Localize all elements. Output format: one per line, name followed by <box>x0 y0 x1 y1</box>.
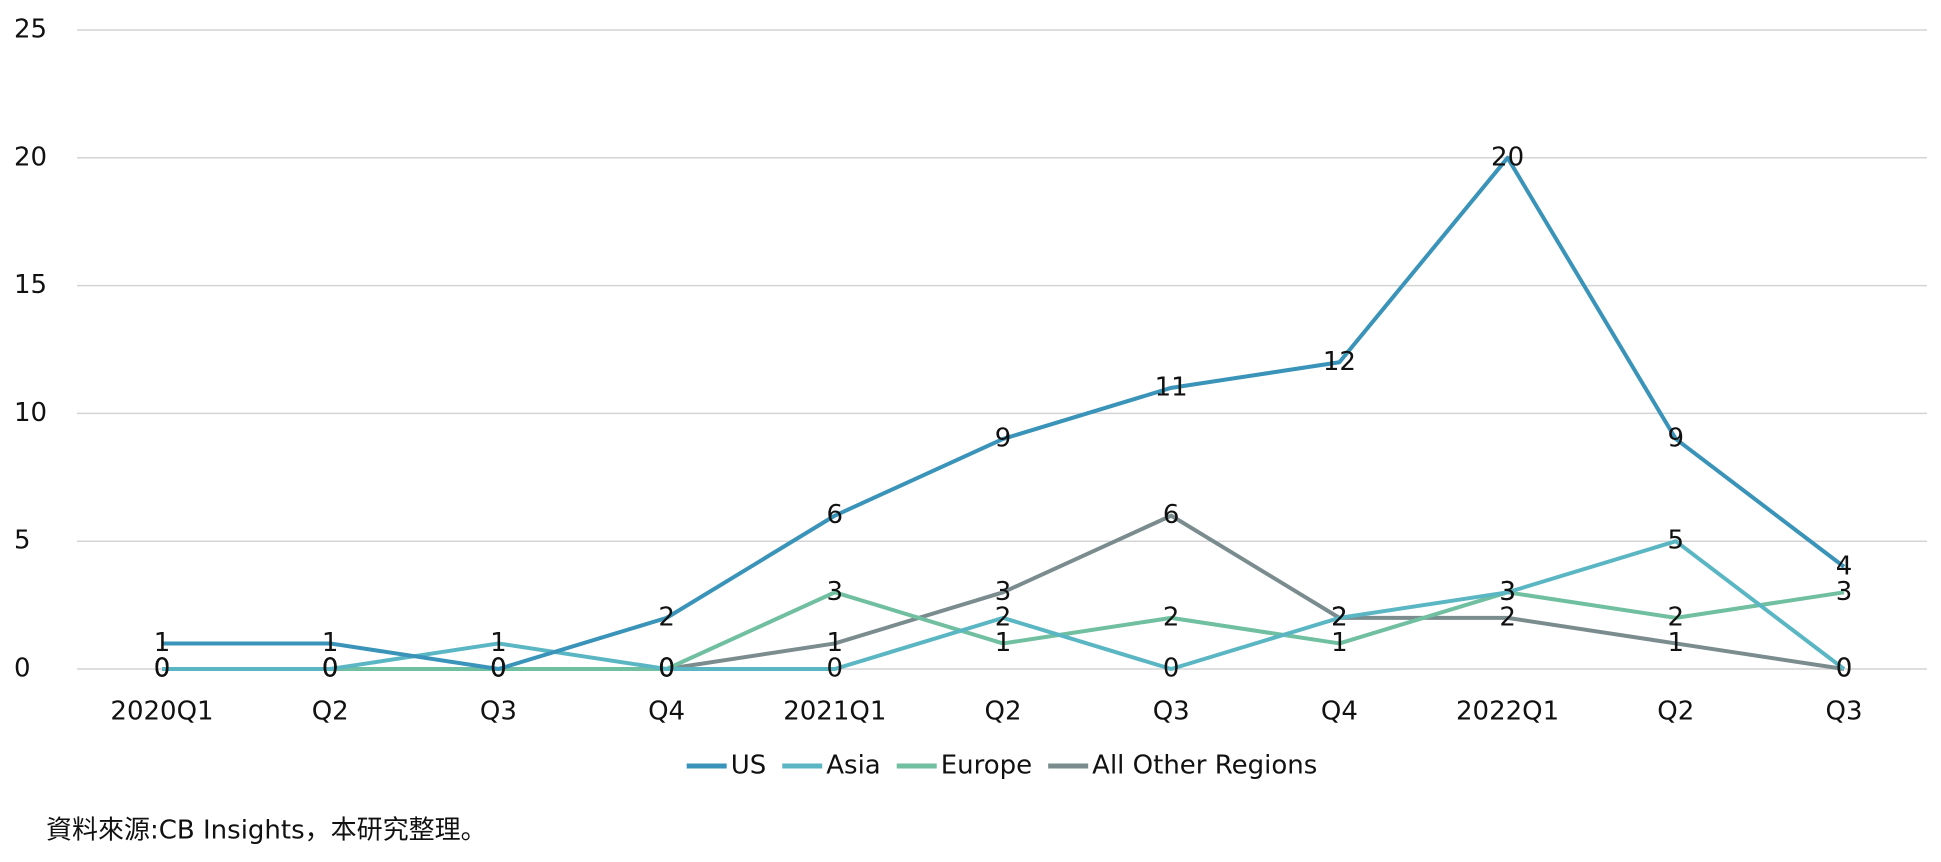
legend-label: US <box>731 751 767 781</box>
source-note: 資料來源:CB Insights，本研究整理。 <box>46 816 487 846</box>
x-tick-label: Q2 <box>984 697 1021 727</box>
data-label: 2 <box>1163 602 1180 632</box>
y-tick-label: 25 <box>14 15 47 45</box>
data-label: 0 <box>322 654 339 684</box>
data-label: 1 <box>490 628 507 658</box>
legend-label: Asia <box>826 751 881 781</box>
data-label: 1 <box>1668 628 1685 658</box>
data-label: 0 <box>827 654 844 684</box>
y-tick-label: 15 <box>14 270 47 300</box>
data-label: 0 <box>490 654 507 684</box>
data-label: 0 <box>322 654 339 684</box>
data-label: 1 <box>1331 628 1348 658</box>
data-label: 0 <box>658 654 675 684</box>
series-line <box>162 155 1846 671</box>
y-tick-label: 10 <box>14 398 47 428</box>
series-line <box>162 590 1845 671</box>
y-tick-label: 0 <box>14 654 31 684</box>
legend-label: Europe <box>941 751 1032 781</box>
data-label: 3 <box>995 577 1012 607</box>
x-tick-label: Q2 <box>312 697 349 727</box>
x-tick-label: Q2 <box>1657 697 1694 727</box>
y-tick-label: 5 <box>14 526 31 556</box>
data-label: 0 <box>658 654 675 684</box>
data-label: 3 <box>1499 577 1516 607</box>
data-label: 11 <box>1155 372 1188 402</box>
data-label: 0 <box>1163 654 1180 684</box>
data-label: 3 <box>1499 577 1516 607</box>
y-tick-label: 20 <box>14 142 47 172</box>
x-tick-label: Q4 <box>648 697 685 727</box>
data-label: 1 <box>154 628 171 658</box>
data-label: 6 <box>827 500 844 530</box>
data-label: 2 <box>1331 602 1348 632</box>
data-label: 9 <box>995 423 1012 453</box>
x-tick-label: Q3 <box>1825 697 1862 727</box>
data-label: 1 <box>827 628 844 658</box>
data-label: 0 <box>658 654 675 684</box>
data-label: 20 <box>1491 142 1524 172</box>
x-tick-label: Q4 <box>1321 697 1358 727</box>
x-tick-label: 2022Q1 <box>1456 697 1559 727</box>
x-tick-label: Q3 <box>1153 697 1190 727</box>
x-tick-label: 2020Q1 <box>110 697 213 727</box>
data-label: 1 <box>322 628 339 658</box>
data-label: 3 <box>827 577 844 607</box>
data-label: 2 <box>995 602 1012 632</box>
data-label: 0 <box>490 654 507 684</box>
x-tick-label: 2021Q1 <box>783 697 886 727</box>
data-label: 9 <box>1668 423 1685 453</box>
data-label: 0 <box>1836 654 1853 684</box>
x-tick-label: Q3 <box>480 697 517 727</box>
data-label: 3 <box>1836 577 1853 607</box>
data-label: 4 <box>1836 551 1853 581</box>
data-label: 1 <box>995 628 1012 658</box>
data-label: 0 <box>154 654 171 684</box>
data-label: 0 <box>154 654 171 684</box>
data-label: 6 <box>1163 500 1180 530</box>
data-label: 2 <box>1668 602 1685 632</box>
legend-label: All Other Regions <box>1092 751 1317 781</box>
data-label: 0 <box>322 654 339 684</box>
data-label: 5 <box>1668 526 1685 556</box>
series-line <box>162 539 1846 671</box>
data-label: 12 <box>1323 347 1356 377</box>
data-label: 0 <box>1836 654 1853 684</box>
data-label: 0 <box>154 654 171 684</box>
data-label: 0 <box>490 654 507 684</box>
data-label: 2 <box>658 602 675 632</box>
data-label: 2 <box>1499 602 1516 632</box>
data-label: 2 <box>1331 602 1348 632</box>
